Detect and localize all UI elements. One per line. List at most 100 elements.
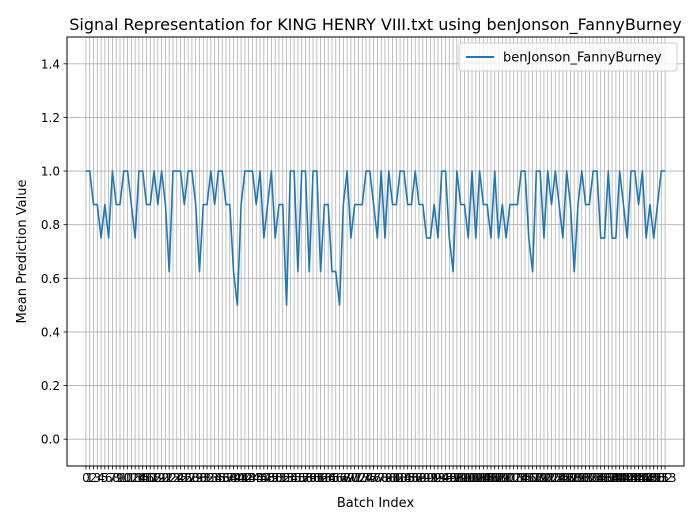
x-tick-label: 77 — [370, 471, 385, 485]
y-tick-label: 0.8 — [41, 218, 60, 232]
chart-title: Signal Representation for KING HENRY VII… — [69, 15, 681, 35]
x-tick-label: 16 — [139, 471, 154, 485]
x-tick-label: 32 — [199, 471, 214, 485]
x-tick-label: 66 — [328, 471, 343, 485]
x-tick-label: 39 — [226, 471, 241, 485]
x-tick-label: 80 — [381, 471, 396, 485]
x-tick-label: 18 — [146, 471, 161, 485]
x-tick-label: 145 — [623, 471, 646, 485]
x-tick-label: 48 — [260, 471, 275, 485]
x-tick-label: 127 — [555, 471, 578, 485]
x-tick-label: 87 — [408, 471, 423, 485]
x-tick-label: 139 — [601, 471, 624, 485]
x-tick-label: 2 — [90, 471, 98, 485]
x-tick-label: 106 — [476, 471, 499, 485]
x-tick-label: 70 — [343, 471, 358, 485]
x-tick-label: 58 — [298, 471, 313, 485]
x-tick-label: 86 — [404, 471, 419, 485]
x-tick-label: 148 — [635, 471, 658, 485]
x-tick-label: 64 — [321, 471, 336, 485]
x-tick-label: 54 — [283, 471, 298, 485]
x-tick-label: 1 — [86, 471, 94, 485]
y-tick-label: 0.0 — [41, 433, 60, 447]
x-tick-label: 34 — [207, 471, 222, 485]
x-tick-label: 6 — [105, 471, 113, 485]
x-axis-ticks: 0123456789101112131415161718192021222324… — [82, 466, 677, 485]
x-tick-label: 134 — [582, 471, 605, 485]
x-tick-label: 19 — [150, 471, 165, 485]
x-tick-label: 46 — [252, 471, 267, 485]
x-tick-label: 95 — [438, 471, 453, 485]
x-tick-label: 98 — [449, 471, 464, 485]
x-tick-label: 92 — [427, 471, 442, 485]
x-tick-label: 82 — [389, 471, 404, 485]
x-tick-label: 129 — [563, 471, 586, 485]
x-tick-label: 146 — [627, 471, 650, 485]
x-tick-label: 50 — [268, 471, 283, 485]
x-tick-label: 102 — [461, 471, 484, 485]
x-tick-label: 57 — [294, 471, 309, 485]
x-tick-label: 33 — [203, 471, 218, 485]
x-tick-label: 14 — [131, 471, 146, 485]
x-tick-label: 36 — [215, 471, 230, 485]
series-layer — [85, 170, 666, 306]
x-tick-label: 61 — [309, 471, 324, 485]
y-axis-ticks: 0.0 0.2 0.4 0.6 0.8 1.0 1.2 1.4 — [41, 57, 67, 447]
legend-box — [458, 42, 678, 72]
x-tick-label: 144 — [620, 471, 643, 485]
x-tick-label: 101 — [457, 471, 480, 485]
legend: benJonson_FannyBurney — [458, 42, 678, 72]
x-tick-label: 124 — [544, 471, 567, 485]
x-tick-label: 42 — [237, 471, 252, 485]
x-tick-label: 60 — [305, 471, 320, 485]
x-tick-label: 94 — [434, 471, 449, 485]
x-tick-label: 99 — [453, 471, 468, 485]
x-tick-label: 125 — [548, 471, 571, 485]
x-tick-label: 153 — [654, 471, 677, 485]
x-tick-label: 23 — [165, 471, 180, 485]
x-tick-label: 103 — [464, 471, 487, 485]
x-tick-label: 3 — [93, 471, 101, 485]
x-tick-label: 79 — [377, 471, 392, 485]
x-tick-label: 83 — [392, 471, 407, 485]
x-tick-label: 49 — [264, 471, 279, 485]
y-tick-label: 1.4 — [41, 57, 60, 71]
x-tick-label: 132 — [574, 471, 597, 485]
x-tick-label: 35 — [211, 471, 226, 485]
x-tick-label: 28 — [184, 471, 199, 485]
x-tick-label: 121 — [532, 471, 555, 485]
x-tick-label: 128 — [559, 471, 582, 485]
y-tick-label: 0.4 — [41, 325, 60, 339]
x-tick-label: 90 — [419, 471, 434, 485]
x-tick-label: 89 — [415, 471, 430, 485]
x-tick-label: 43 — [241, 471, 256, 485]
x-tick-label: 76 — [366, 471, 381, 485]
x-tick-label: 78 — [374, 471, 389, 485]
x-tick-label: 85 — [400, 471, 415, 485]
x-tick-label: 140 — [604, 471, 627, 485]
x-tick-label: 81 — [385, 471, 400, 485]
x-tick-label: 68 — [336, 471, 351, 485]
x-tick-label: 113 — [502, 471, 525, 485]
x-tick-label: 107 — [479, 471, 502, 485]
x-tick-label: 24 — [169, 471, 184, 485]
x-tick-label: 41 — [233, 471, 248, 485]
x-tick-label: 151 — [646, 471, 669, 485]
x-tick-label: 56 — [290, 471, 305, 485]
x-tick-label: 20 — [154, 471, 169, 485]
x-tick-label: 109 — [487, 471, 510, 485]
x-tick-label: 131 — [570, 471, 593, 485]
plot-frame — [66, 36, 685, 467]
x-tick-label: 93 — [430, 471, 445, 485]
x-tick-label: 137 — [593, 471, 616, 485]
x-tick-label: 74 — [358, 471, 373, 485]
x-tick-label: 141 — [608, 471, 631, 485]
x-tick-label: 150 — [642, 471, 665, 485]
x-tick-label: 133 — [578, 471, 601, 485]
x-tick-label: 136 — [589, 471, 612, 485]
x-tick-label: 65 — [324, 471, 339, 485]
x-tick-label: 13 — [127, 471, 142, 485]
x-tick-label: 71 — [347, 471, 362, 485]
x-tick-label: 53 — [279, 471, 294, 485]
x-tick-label: 9 — [116, 471, 124, 485]
